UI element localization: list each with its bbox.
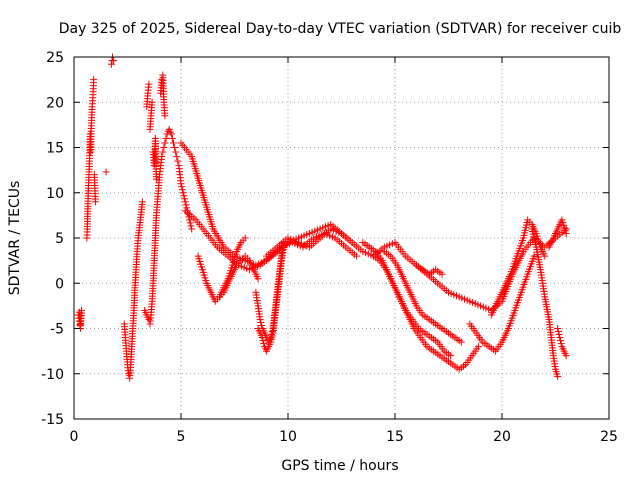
data-point: [447, 352, 455, 360]
data-points: [74, 53, 570, 382]
data-point: [268, 335, 276, 343]
x-tick-label: 5: [177, 429, 186, 445]
data-point: [152, 175, 160, 183]
data-point: [554, 325, 562, 332]
data-point: [267, 338, 275, 346]
y-tick-label: -5: [50, 322, 64, 338]
data-point: [102, 168, 110, 176]
x-tick-label: 25: [600, 429, 618, 445]
data-point: [184, 210, 192, 218]
data-point: [438, 270, 446, 278]
data-point: [181, 198, 189, 206]
data-point: [145, 80, 153, 88]
data-point: [557, 340, 565, 348]
data-point: [161, 112, 169, 120]
data-point: [173, 153, 181, 161]
data-point: [158, 153, 166, 161]
data-point: [138, 198, 146, 206]
data-point: [168, 134, 176, 142]
y-tick-label: -10: [41, 367, 64, 383]
y-axis-label: SDTVAR / TECUs: [7, 181, 23, 296]
axes: 0 5 10 15 20 25 -15 -10 -5 0 5 10 15 20 25: [41, 50, 618, 445]
data-point: [172, 148, 180, 156]
data-point: [180, 192, 188, 200]
data-point: [110, 57, 118, 65]
chart-title: Day 325 of 2025, Sidereal Day-to-day VTE…: [59, 21, 622, 37]
data-point: [158, 76, 166, 84]
data-point: [162, 134, 170, 142]
data-point: [90, 76, 98, 84]
y-tick-label: 15: [46, 141, 64, 157]
x-axis-label: GPS time / hours: [281, 458, 398, 474]
data-point: [256, 315, 264, 323]
data-point: [556, 337, 564, 345]
data-point: [541, 252, 549, 260]
data-point: [554, 372, 562, 380]
y-tick-label: 20: [46, 95, 64, 111]
data-point: [179, 189, 187, 197]
data-point: [258, 321, 266, 329]
x-tick-label: 20: [493, 429, 511, 445]
data-point: [107, 60, 115, 68]
data-point: [556, 334, 564, 342]
data-point: [125, 370, 133, 378]
data-point: [259, 337, 267, 345]
x-tick-label: 10: [279, 429, 297, 445]
data-point: [166, 128, 174, 136]
data-point: [177, 180, 185, 188]
data-point: [241, 234, 249, 242]
data-point: [260, 340, 268, 348]
data-point: [91, 198, 99, 206]
data-point: [530, 252, 538, 260]
data-point: [174, 157, 182, 165]
y-tick-label: 10: [46, 186, 64, 202]
data-point: [555, 331, 563, 339]
data-point: [186, 219, 194, 227]
data-point: [257, 318, 265, 326]
data-point: [178, 183, 186, 191]
data-point: [183, 204, 191, 212]
data-point: [178, 186, 186, 194]
data-point: [457, 338, 465, 346]
data-point: [145, 315, 153, 323]
data-point: [167, 130, 175, 138]
data-point: [182, 201, 190, 209]
x-tick-label: 15: [386, 429, 404, 445]
data-point: [159, 148, 167, 156]
data-point: [160, 144, 168, 151]
data-point: [188, 225, 196, 233]
data-point: [258, 334, 266, 342]
y-tick-label: 5: [55, 231, 64, 247]
data-point: [75, 308, 83, 316]
data-point: [352, 252, 360, 260]
data-point: [474, 343, 482, 351]
data-point: [562, 229, 570, 237]
data-point: [562, 352, 570, 360]
data-point: [148, 98, 156, 106]
y-tick-label: -15: [41, 412, 64, 428]
data-point: [554, 328, 562, 336]
data-point: [170, 139, 178, 147]
data-point: [187, 222, 195, 230]
data-point: [171, 144, 179, 151]
y-tick-label: 25: [46, 50, 64, 66]
data-point: [161, 139, 169, 147]
data-point: [181, 195, 189, 203]
x-tick-label: 0: [70, 429, 79, 445]
data-point: [254, 275, 262, 283]
data-point: [268, 332, 276, 340]
y-tick-label: 0: [55, 276, 64, 292]
